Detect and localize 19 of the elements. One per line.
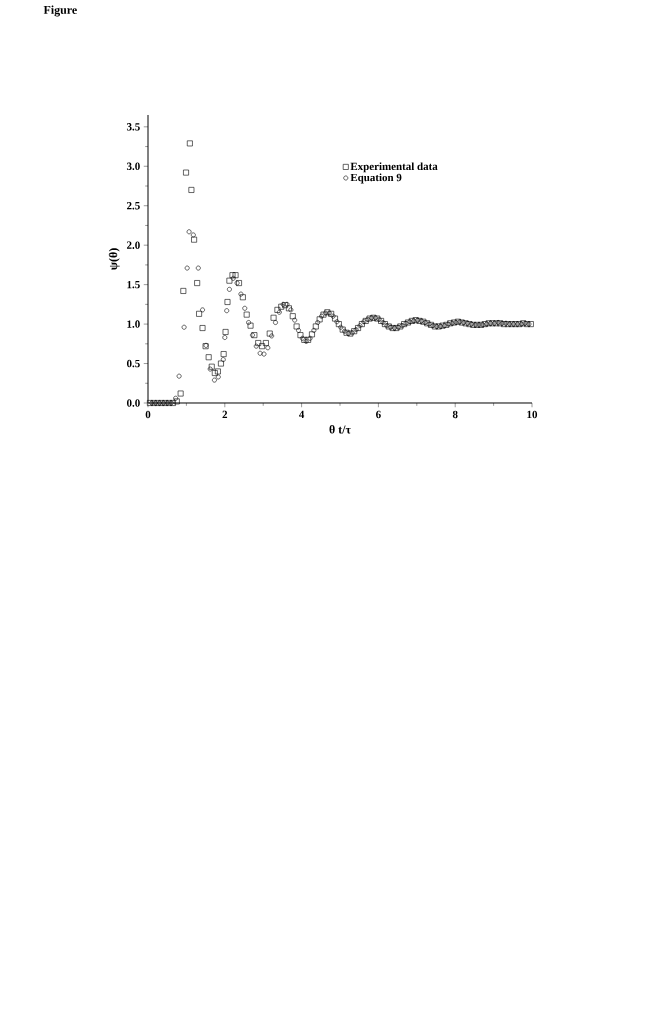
y-tick-label: 1.0 <box>127 320 140 328</box>
x-axis-title: θ t/τ <box>329 425 351 434</box>
x-tick-label: 0 <box>145 410 151 419</box>
y-tick-label: 3.0 <box>126 162 140 170</box>
x-tick-label: 6 <box>376 410 381 419</box>
y-axis-title: ψ(θ) <box>108 248 120 271</box>
y-tick-label: 2.0 <box>126 241 140 249</box>
x-tick-label: 10 <box>527 410 538 419</box>
y-tick-label: 0.5 <box>126 359 140 368</box>
x-tick-label: 4 <box>299 410 305 418</box>
y-tick-label: 0.0 <box>126 399 140 407</box>
legend-label: Equation 9 <box>350 173 402 184</box>
y-tick-label: 1.5 <box>127 280 140 289</box>
legend-label: Experimental data <box>350 162 438 173</box>
y-tick-label: 3.5 <box>126 123 140 131</box>
text: Figure <box>43 5 77 17</box>
x-tick-label: 8 <box>452 410 458 419</box>
y-tick-label: 2.5 <box>126 202 140 210</box>
x-tick-label: 2 <box>222 410 228 419</box>
